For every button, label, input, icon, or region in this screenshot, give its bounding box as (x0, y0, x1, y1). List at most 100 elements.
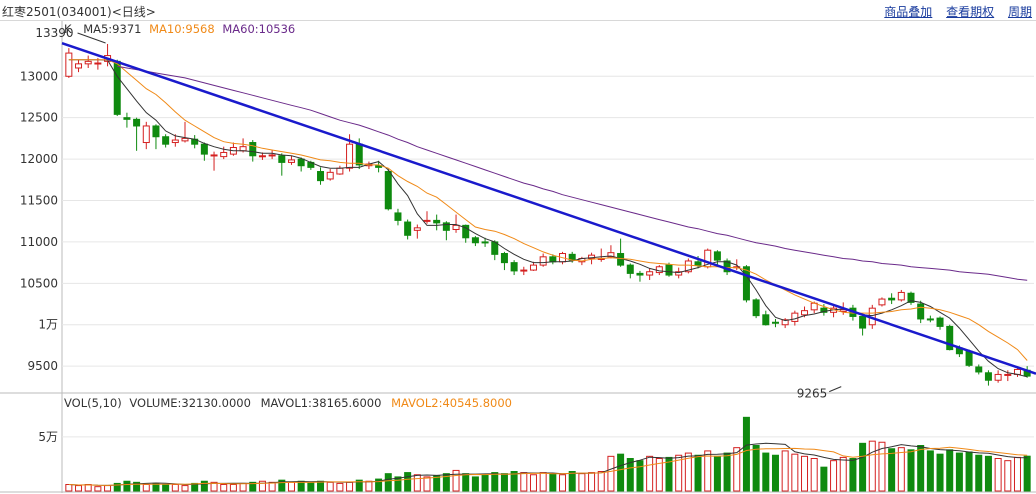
volume-bar (1023, 455, 1031, 492)
volume-bar (375, 478, 383, 492)
candle (297, 157, 305, 172)
candle-body (926, 318, 934, 321)
volume-bar (791, 453, 799, 492)
candle-body (133, 118, 141, 127)
compare-commodity-link[interactable]: 商品叠加 (884, 5, 933, 19)
candle-body (1004, 373, 1012, 376)
candle (375, 160, 383, 173)
candle (994, 370, 1002, 383)
volume-bar (413, 474, 421, 492)
candle (500, 251, 508, 271)
volume-bar (65, 484, 73, 492)
volume-bar (975, 454, 983, 492)
mavol2-line (68, 446, 1028, 486)
volume-axis-labels: 5万 (38, 430, 58, 444)
candle (404, 219, 412, 240)
candle (249, 140, 257, 162)
candle-body (433, 219, 441, 224)
volume-bar (888, 448, 896, 492)
candle-body (549, 256, 557, 263)
volume-bar (113, 482, 121, 492)
candle (317, 167, 325, 185)
price-axis-labels: 13000 12500 12000 11500 11000 10500 1万 9500 (20, 69, 58, 373)
volume-bar (646, 455, 654, 492)
ma10-line (68, 59, 1028, 361)
candle-body (897, 291, 905, 301)
volume-bar (171, 484, 179, 492)
volume-bar (965, 451, 973, 492)
volume-bar (607, 455, 615, 492)
candle-body (471, 237, 479, 244)
volume-bar (936, 453, 944, 492)
candle-body (152, 125, 160, 138)
candle (926, 315, 934, 323)
volume-bar (626, 458, 634, 492)
volume-bar (123, 480, 131, 492)
volume-bar (491, 472, 499, 492)
candle (142, 121, 150, 150)
candle-body (171, 139, 179, 144)
volume-bar (384, 473, 392, 492)
volume-bar (249, 481, 257, 492)
candle-body (529, 264, 537, 271)
candle-body (326, 171, 334, 180)
volume-bar (539, 472, 547, 492)
volume-bar (617, 453, 625, 492)
volume-bar (781, 450, 789, 492)
volume-bar (355, 479, 363, 492)
view-options-link[interactable]: 查看期权 (946, 5, 995, 19)
volume-bar (839, 456, 847, 492)
candle (84, 55, 92, 68)
candle (684, 258, 692, 274)
high-marker-line (77, 32, 106, 44)
volume-ma-lines (68, 442, 1028, 486)
candle-body (375, 165, 383, 168)
price-annotations: 13390 9265 (35, 26, 842, 401)
candle (791, 310, 799, 326)
candle-body (355, 143, 363, 166)
volume-bar (287, 481, 295, 492)
volume-bar (142, 484, 150, 492)
volume-bar (75, 485, 83, 492)
volume-bar (955, 452, 963, 492)
candle (713, 250, 721, 266)
candle-body (520, 269, 528, 272)
volume-bar (917, 445, 925, 492)
volume-bar (704, 450, 712, 492)
low-price-label: 9265 (797, 387, 828, 401)
legend-vol: VOL(5,10) (64, 396, 122, 410)
candle-body (752, 299, 760, 317)
candlestick-series (65, 43, 1031, 386)
candle-body (762, 314, 770, 326)
candle-body (287, 159, 295, 163)
volume-bar (810, 458, 818, 492)
volume-bar (500, 473, 508, 492)
legend-volume: VOLUME:32130.0000 (129, 396, 251, 410)
volume-bar (926, 450, 934, 492)
price-tick-label: 13000 (20, 69, 58, 83)
price-tick-label: 10500 (20, 276, 58, 290)
volume-bar (984, 455, 992, 492)
candle-body (588, 254, 596, 259)
candle (665, 262, 673, 277)
candle (646, 268, 654, 281)
candle (771, 318, 779, 328)
candle-body (200, 143, 208, 155)
volume-bar (520, 472, 528, 492)
candle-body (113, 60, 121, 115)
instrument-title: 红枣2501(034001)<日线> (2, 5, 156, 19)
candle-body (636, 272, 644, 276)
candle (326, 169, 334, 181)
period-link[interactable]: 周期 (1007, 5, 1032, 19)
candle-body (162, 136, 170, 145)
volume-bar (868, 440, 876, 492)
candle-body (984, 372, 992, 381)
volume-grid (0, 436, 1036, 493)
candle-body (384, 171, 392, 210)
volume-bar (897, 447, 905, 492)
candle (888, 293, 896, 305)
candle-body (297, 158, 305, 167)
candle-body (500, 253, 508, 264)
top-bar: 红枣2501(034001)<日线> 商品叠加 查看期权 周期 (0, 0, 1036, 21)
